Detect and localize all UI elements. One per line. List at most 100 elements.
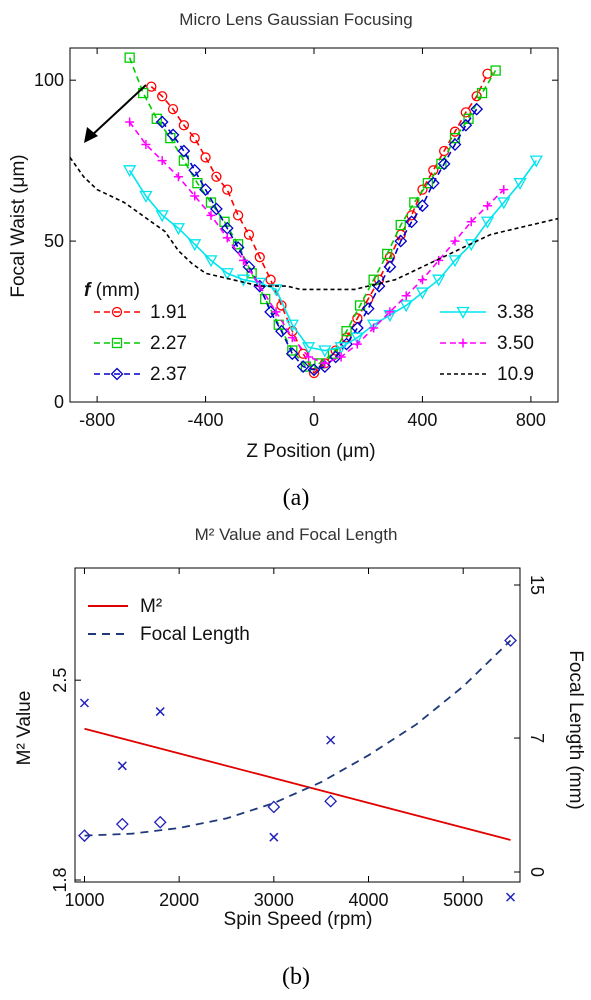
- series-line: [161, 108, 478, 371]
- data-point: [460, 107, 471, 118]
- data-point: [155, 210, 169, 223]
- x-tick-label: 4000: [348, 890, 388, 910]
- chart-a-series: [69, 52, 559, 379]
- chart-b: M² Value and Focal Length 1.8 2.5 0 7 15 10…: [14, 525, 586, 930]
- data-point: [206, 210, 216, 220]
- data-point: [416, 199, 429, 213]
- data-point: [436, 158, 447, 170]
- data-point: [153, 815, 167, 829]
- data-point: [329, 350, 343, 364]
- series-1.91: [146, 68, 493, 379]
- data-point: [287, 345, 298, 356]
- data-point: [155, 707, 165, 717]
- data-point: [200, 152, 211, 163]
- series-2.27: [124, 52, 501, 372]
- data-point: [497, 197, 511, 210]
- y-tick-label: 50: [44, 231, 64, 251]
- data-point: [409, 197, 420, 208]
- data-point: [506, 892, 516, 902]
- series-m²: [84, 727, 511, 841]
- data-point: [482, 68, 493, 79]
- legend-marker: [110, 367, 124, 381]
- chart-b-y2-ticks: 0 7 15: [514, 575, 547, 877]
- legend-marker: [458, 338, 468, 348]
- legend-label: 1.91: [150, 302, 187, 323]
- data-point: [264, 305, 278, 319]
- y-tick-label: 1.8: [50, 867, 70, 892]
- data-point: [271, 307, 281, 317]
- data-point: [304, 352, 314, 362]
- data-point: [222, 184, 233, 195]
- chart-a-y-label: Focal Waist (μm): [8, 154, 29, 297]
- series-line: [128, 121, 505, 365]
- chart-b-frame: [74, 567, 521, 883]
- data-point: [222, 233, 232, 243]
- chart-a-legend: f (mm) 1.91 2.27 2.37 3.38 3.50 10.9: [84, 280, 534, 385]
- data-point: [361, 302, 375, 316]
- chart-b-x-ticks: 1000 2000 3000 4000 5000: [64, 568, 483, 910]
- caption-a: (a): [283, 485, 310, 511]
- data-point: [232, 210, 244, 221]
- data-point: [79, 698, 89, 708]
- data-point: [383, 260, 397, 274]
- x-tick-label: 1000: [64, 890, 104, 910]
- data-point: [232, 239, 244, 250]
- legend-label: 2.37: [150, 364, 187, 385]
- x-tick-label: 5000: [443, 890, 483, 910]
- data-point: [324, 794, 338, 808]
- chart-a-x-label: Z Position (μm): [246, 441, 375, 462]
- data-point: [326, 735, 336, 745]
- data-point: [448, 255, 462, 268]
- data-point: [253, 277, 267, 290]
- data-point: [123, 165, 137, 178]
- data-point: [171, 223, 186, 236]
- data-point: [117, 761, 127, 771]
- data-point: [504, 634, 517, 647]
- x-tick-label: -800: [79, 410, 115, 430]
- data-point: [490, 65, 501, 76]
- chart-a-x-ticks: -800 -400 0 400 800: [79, 48, 546, 430]
- series-line: [84, 727, 511, 841]
- data-point: [459, 118, 473, 132]
- chart-a: Micro Lens Gaussian Focusing 0 50 100 -800…: [8, 10, 559, 462]
- data-point: [239, 255, 249, 265]
- data-point: [422, 178, 434, 189]
- data-point: [432, 274, 446, 287]
- x-tick-label: 3000: [254, 890, 294, 910]
- legend-entry-2.27: 2.27: [94, 333, 187, 354]
- y2-tick-label: 7: [527, 733, 547, 743]
- data-point: [285, 347, 299, 361]
- data-point: [395, 219, 406, 231]
- data-point: [296, 360, 310, 374]
- data-point: [476, 87, 488, 99]
- data-point: [448, 138, 462, 151]
- data-point: [275, 324, 288, 338]
- data-point: [480, 216, 495, 229]
- data-point: [417, 275, 427, 285]
- data-point: [529, 155, 543, 168]
- data-point: [417, 184, 428, 195]
- data-point: [236, 274, 251, 287]
- legend-marker: [456, 306, 470, 319]
- data-point: [434, 255, 444, 265]
- data-point: [513, 178, 527, 191]
- data-point: [151, 113, 162, 124]
- data-point: [115, 817, 129, 831]
- y-tick-label: 100: [34, 70, 64, 90]
- x-tick-label: 400: [407, 410, 437, 430]
- series-3.38: [123, 155, 543, 358]
- chart-b-legend: M² Focal Length: [88, 596, 250, 645]
- data-point: [189, 132, 200, 144]
- series-2.37: [155, 102, 484, 377]
- legend-label: 3.50: [497, 333, 534, 354]
- chart-b-series: [78, 634, 517, 902]
- data-point: [341, 326, 352, 337]
- data-point: [466, 217, 476, 227]
- data-point: [141, 140, 151, 150]
- data-point: [178, 120, 190, 131]
- legend-entry-3.50: 3.50: [440, 333, 534, 354]
- data-point: [300, 361, 312, 372]
- series-line: [150, 73, 489, 375]
- data-point: [177, 144, 191, 158]
- data-point: [190, 191, 200, 201]
